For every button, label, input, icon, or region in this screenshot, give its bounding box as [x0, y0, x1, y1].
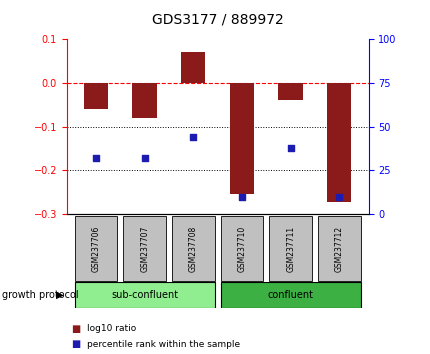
Text: GDS3177 / 889972: GDS3177 / 889972 — [151, 12, 283, 27]
Bar — [229, 83, 254, 194]
Text: log10 ratio: log10 ratio — [87, 324, 136, 333]
Text: growth protocol: growth protocol — [2, 290, 79, 300]
Point — [335, 194, 342, 200]
Text: sub-confluent: sub-confluent — [111, 290, 178, 300]
Text: confluent: confluent — [267, 290, 313, 300]
Bar — [181, 52, 205, 83]
Text: GSM237707: GSM237707 — [140, 225, 149, 272]
Bar — [74, 216, 117, 281]
Bar — [278, 83, 302, 100]
Bar — [269, 216, 311, 281]
Point — [238, 194, 245, 200]
Bar — [132, 83, 157, 118]
Point — [92, 155, 99, 161]
Bar — [84, 83, 108, 109]
Text: ▶: ▶ — [55, 290, 64, 300]
Text: GSM237710: GSM237710 — [237, 225, 246, 272]
Point — [286, 145, 293, 150]
Bar — [326, 83, 350, 202]
Bar — [172, 216, 214, 281]
Bar — [220, 282, 360, 308]
Text: GSM237711: GSM237711 — [286, 225, 295, 272]
Bar — [123, 216, 166, 281]
Text: percentile rank within the sample: percentile rank within the sample — [87, 339, 240, 349]
Point — [141, 155, 148, 161]
Text: GSM237706: GSM237706 — [91, 225, 100, 272]
Text: ■: ■ — [71, 339, 80, 349]
Point — [190, 134, 197, 140]
Text: GSM237708: GSM237708 — [188, 225, 197, 272]
Bar — [74, 282, 214, 308]
Text: ■: ■ — [71, 324, 80, 333]
Bar — [220, 216, 263, 281]
Text: GSM237712: GSM237712 — [334, 225, 343, 272]
Bar — [317, 216, 360, 281]
